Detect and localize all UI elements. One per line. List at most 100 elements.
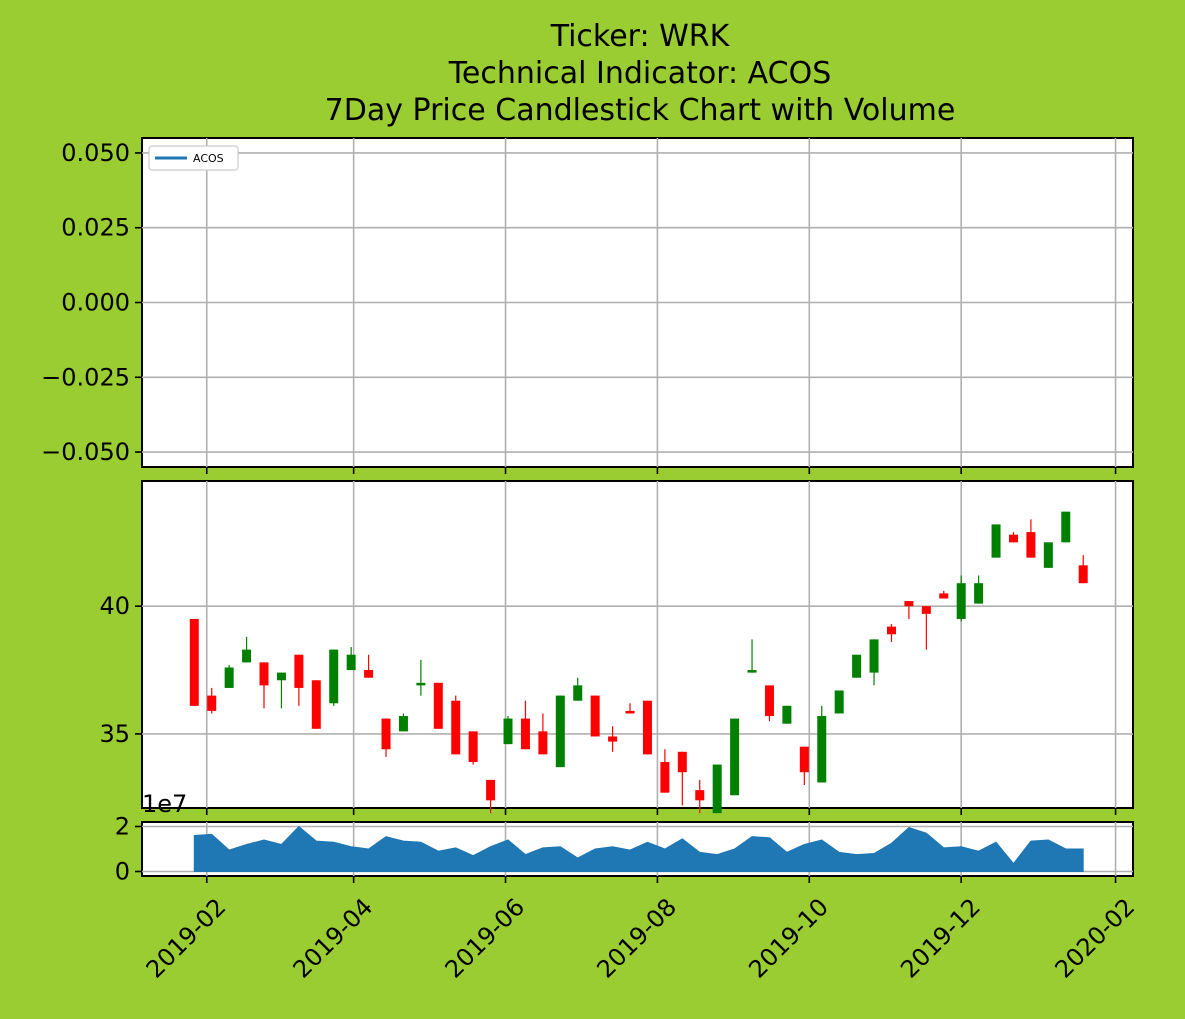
candle-body xyxy=(1043,542,1053,568)
candle-body xyxy=(503,718,513,745)
legend-label-acos: ACOS xyxy=(193,152,224,165)
candle-body xyxy=(311,680,321,729)
candle-body xyxy=(747,670,757,673)
candle-body xyxy=(817,716,827,783)
ind-y-tick-label: 0.025 xyxy=(61,214,130,242)
candle xyxy=(538,713,548,755)
candle xyxy=(468,731,478,765)
candle xyxy=(555,695,565,768)
candle xyxy=(294,654,304,706)
ind-y-tick-label: 0.050 xyxy=(61,139,130,167)
candle-body xyxy=(416,682,426,686)
candle xyxy=(364,654,374,678)
candle xyxy=(695,779,705,814)
candle-body xyxy=(642,700,652,755)
candle xyxy=(1078,555,1088,584)
candle-body xyxy=(852,654,862,678)
candle-body xyxy=(364,670,374,678)
candle-body xyxy=(764,685,774,717)
price-y-tick-label: 40 xyxy=(99,592,130,620)
candle xyxy=(433,682,443,729)
candle xyxy=(886,624,896,642)
candle-body xyxy=(939,593,949,599)
candle-body xyxy=(886,626,896,635)
candle xyxy=(329,649,339,706)
candle-body xyxy=(921,606,931,614)
candle xyxy=(451,695,461,755)
candle xyxy=(642,700,652,755)
candle-body xyxy=(1061,511,1071,543)
candle xyxy=(416,659,426,696)
candle xyxy=(311,680,321,729)
candle xyxy=(660,749,670,793)
candle-body xyxy=(276,672,286,681)
candle-body xyxy=(712,764,722,814)
candle-body xyxy=(799,746,809,773)
candle-body xyxy=(224,667,234,688)
candle xyxy=(730,718,740,796)
candle-body xyxy=(730,718,740,796)
vol-y-tick-label: 0 xyxy=(115,858,130,886)
candle-body xyxy=(834,690,844,714)
candle-body xyxy=(381,718,391,750)
candle xyxy=(1026,519,1036,558)
candle xyxy=(764,685,774,722)
chart-title-indicator: Technical Indicator: ACOS xyxy=(448,56,832,91)
ind-y-tick-label: −0.050 xyxy=(41,438,130,466)
candle xyxy=(625,703,635,714)
candle xyxy=(207,687,217,714)
candle-body xyxy=(956,583,966,619)
candle-body xyxy=(904,601,914,607)
candle-body xyxy=(468,731,478,763)
candle-body xyxy=(242,649,252,663)
candle-body xyxy=(329,649,339,704)
candle xyxy=(486,779,496,814)
candle xyxy=(939,590,949,599)
price-panel-frame xyxy=(141,480,1134,809)
candle xyxy=(276,672,286,709)
candle-body xyxy=(695,790,705,801)
candle xyxy=(991,524,1001,558)
candle xyxy=(590,695,600,737)
vol-y-tick-label: 2 xyxy=(115,813,130,841)
candle xyxy=(834,690,844,714)
price-panel: 40 35 xyxy=(99,480,1134,815)
candle-body xyxy=(869,639,879,673)
candle xyxy=(956,575,966,622)
ind-y-tick-label: −0.025 xyxy=(41,363,130,391)
candle xyxy=(1061,511,1071,543)
chart-title-ticker: Ticker: WRK xyxy=(550,19,731,54)
price-y-tick-label: 35 xyxy=(99,720,130,748)
candle-body xyxy=(207,695,217,711)
candle-body xyxy=(189,618,199,706)
candle xyxy=(904,601,914,619)
candle xyxy=(242,636,252,663)
candle-body xyxy=(660,762,670,793)
candle xyxy=(503,716,513,745)
candle xyxy=(712,764,722,814)
volume-area xyxy=(193,825,1084,872)
legend: ACOS xyxy=(148,145,239,171)
candle xyxy=(189,618,199,706)
candle xyxy=(921,606,931,650)
candle-body xyxy=(398,716,408,732)
candle xyxy=(817,705,827,783)
candle-body xyxy=(538,731,548,755)
candle xyxy=(381,718,391,757)
candle-body xyxy=(782,705,792,724)
candle xyxy=(852,654,862,678)
candle xyxy=(799,746,809,786)
candle-body xyxy=(608,736,618,742)
candle xyxy=(346,647,356,671)
candle xyxy=(782,705,792,724)
volume-offset-label: 1e7 xyxy=(142,790,187,818)
candle-body xyxy=(1078,565,1088,584)
candle xyxy=(608,726,618,752)
candle xyxy=(520,700,530,750)
ind-y-tick-label: 0.000 xyxy=(61,289,130,317)
candle-body xyxy=(974,583,984,604)
candle xyxy=(747,639,757,673)
candle-body xyxy=(259,662,269,686)
candle-body xyxy=(451,700,461,755)
